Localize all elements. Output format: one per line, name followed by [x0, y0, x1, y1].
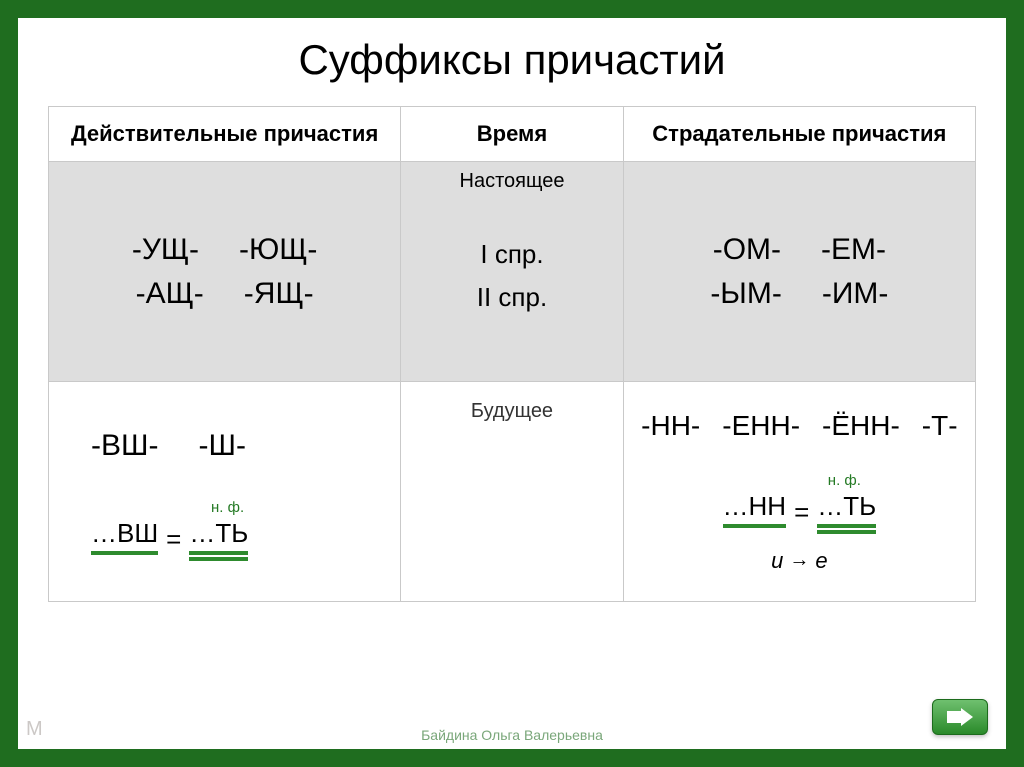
suffix: -ЁНН-: [822, 410, 900, 442]
suffix: -ЯЩ-: [244, 277, 314, 311]
conjugation-2: II спр.: [477, 282, 547, 313]
suffix: -ЫМ-: [710, 277, 782, 311]
slide-frame: Суффиксы причастий Действительные причас…: [0, 0, 1024, 767]
cell-future-tense: Будущее: [401, 382, 623, 602]
suffix: -Ш-: [199, 429, 246, 463]
suffix: -НН-: [641, 410, 700, 442]
formula-left: …ВШ = …ТЬ: [91, 518, 248, 555]
nf-label: н. ф.: [828, 472, 861, 489]
col-tense-header: Время: [401, 107, 623, 162]
formula-lhs: …ВШ: [91, 518, 158, 555]
equals-sign: =: [794, 497, 809, 528]
arrow-right-icon: →: [789, 549, 809, 572]
table-header-row: Действительные причастия Время Страдател…: [49, 107, 976, 162]
formula-right: …НН = …ТЬ: [723, 491, 877, 528]
vowel-to: е: [815, 548, 827, 574]
suffix: -УЩ-: [132, 233, 199, 267]
suffix: -Т-: [922, 410, 958, 442]
tense-label-future: Будущее: [471, 400, 553, 422]
author-footer: Байдина Ольга Валерьевна: [18, 727, 1006, 743]
formula-rhs: …ТЬ: [189, 518, 248, 555]
col-active-header: Действительные причастия: [49, 107, 401, 162]
vowel-change-note: и → е: [771, 548, 828, 574]
cell-present-active: -УЩ- -ЮЩ- -АЩ- -ЯЩ-: [49, 162, 401, 382]
suffix: -ВШ-: [91, 429, 159, 463]
nf-label: н. ф.: [211, 499, 244, 516]
formula-rhs: …ТЬ: [817, 491, 876, 528]
next-slide-button[interactable]: [932, 699, 988, 735]
row-present: -УЩ- -ЮЩ- -АЩ- -ЯЩ- Настоящее I спр.: [49, 162, 976, 382]
formula-lhs: …НН: [723, 491, 787, 528]
suffix: -АЩ-: [136, 277, 204, 311]
suffix: -ЮЩ-: [239, 233, 317, 267]
cell-present-tense: Настоящее I спр. II спр.: [401, 162, 623, 382]
conjugation-1: I спр.: [477, 239, 547, 270]
suffix: -ЕМ-: [821, 233, 886, 267]
slide-title: Суффиксы причастий: [18, 18, 1006, 106]
suffix: -ОМ-: [713, 233, 781, 267]
vowel-from: и: [771, 548, 783, 574]
cell-future-active: -ВШ- -Ш- н. ф. …ВШ = …ТЬ: [49, 382, 401, 602]
row-future: -ВШ- -Ш- н. ф. …ВШ = …ТЬ: [49, 382, 976, 602]
tense-label-present: Настоящее: [460, 170, 565, 193]
arrow-right-icon: [947, 708, 973, 726]
suffix-table: Действительные причастия Время Страдател…: [48, 106, 976, 602]
cell-present-passive: -ОМ- -ЕМ- -ЫМ- -ИМ-: [623, 162, 975, 382]
suffix: -ЕНН-: [722, 410, 800, 442]
col-passive-header: Страдательные причастия: [623, 107, 975, 162]
suffix: -ИМ-: [822, 277, 889, 311]
cell-future-passive: -НН- -ЕНН- -ЁНН- -Т- н. ф. …НН = …ТЬ: [623, 382, 975, 602]
equals-sign: =: [166, 524, 181, 555]
